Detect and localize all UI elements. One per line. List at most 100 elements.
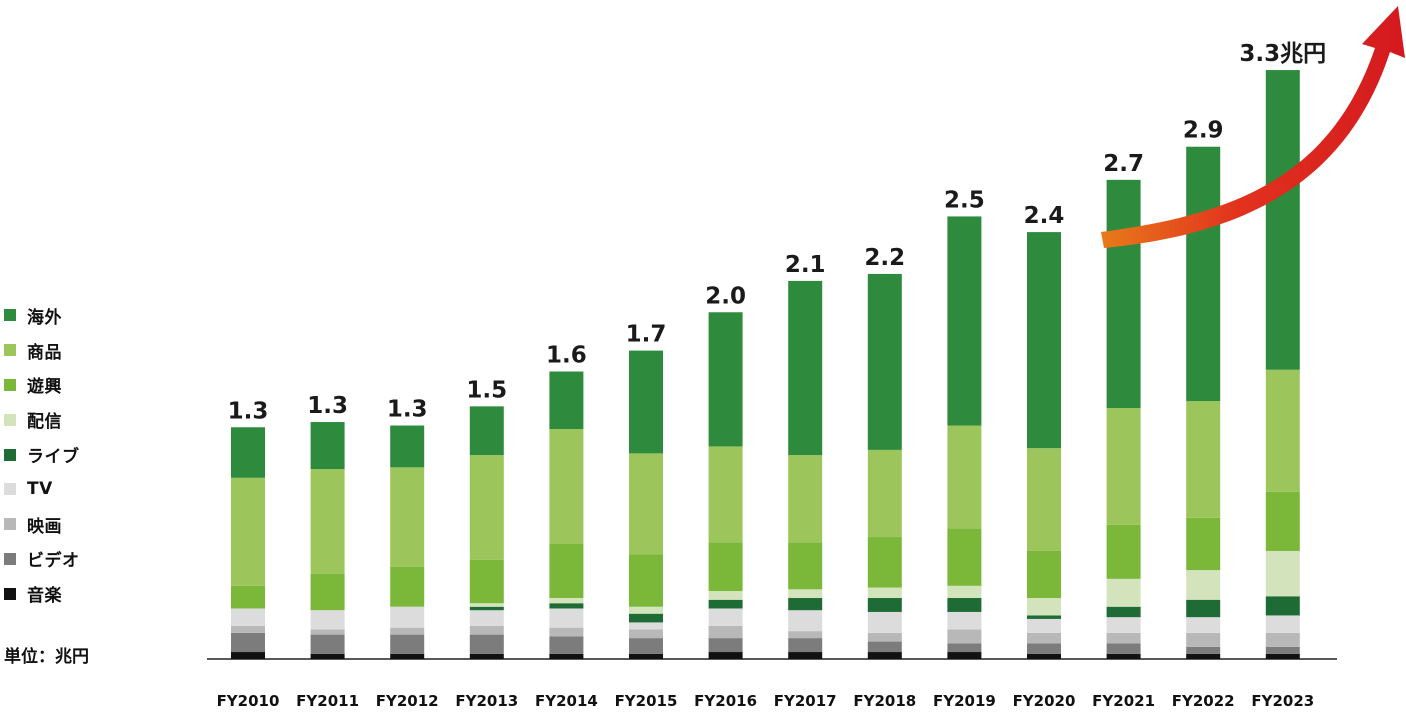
bar-segment xyxy=(867,641,902,653)
bar-segment xyxy=(947,652,982,659)
x-tick-label: FY2013 xyxy=(455,692,518,710)
bar-segment xyxy=(867,598,902,612)
legend-swatch xyxy=(4,518,16,531)
legend-item: 配信 xyxy=(4,402,80,437)
total-label: 1.3 xyxy=(228,398,269,424)
bar-segment xyxy=(549,429,584,544)
bar-segment xyxy=(1027,643,1061,654)
bar-segment xyxy=(788,280,823,456)
bar-segment xyxy=(390,634,425,654)
bar-segment xyxy=(549,627,584,637)
bar-segment xyxy=(947,216,982,426)
bar-segment xyxy=(1265,632,1300,647)
bar-segment xyxy=(1027,232,1061,449)
bar-segment xyxy=(629,653,663,659)
bar-segment xyxy=(629,606,663,614)
total-label: 1.6 xyxy=(546,343,587,369)
bar-segment xyxy=(1186,653,1221,659)
bar-segment xyxy=(867,652,902,659)
x-tick-label: FY2023 xyxy=(1251,692,1314,710)
bar-segment xyxy=(1265,70,1300,370)
bar-segment xyxy=(231,585,265,609)
bar-segment xyxy=(788,598,823,611)
x-tick-label: FY2017 xyxy=(774,692,837,710)
legend-swatch xyxy=(4,587,16,600)
total-label: 2.9 xyxy=(1183,118,1224,144)
total-label: 3.3兆円 xyxy=(1239,41,1326,67)
bar-segment xyxy=(947,425,982,529)
bar-segment xyxy=(1106,606,1141,618)
legend-label: 映画 xyxy=(27,516,62,537)
growth-arrow xyxy=(1101,6,1405,248)
legend-swatch xyxy=(4,378,16,391)
total-label: 2.0 xyxy=(705,283,746,309)
bar-segment xyxy=(469,603,504,607)
bar-segment xyxy=(947,611,982,630)
bar-segment xyxy=(310,634,345,654)
bar-segment xyxy=(231,477,265,586)
x-tick-label: FY2012 xyxy=(376,692,439,710)
bar-segment xyxy=(1265,491,1300,551)
legend-item: 音楽 xyxy=(4,576,80,611)
bar-segment xyxy=(1106,408,1141,525)
x-tick-label: FY2018 xyxy=(853,692,916,710)
legend-label: 海外 xyxy=(27,307,62,328)
legend-item: 海外 xyxy=(4,298,80,333)
bar-segment xyxy=(390,606,425,628)
bar-segment xyxy=(1265,596,1300,616)
bar-segment xyxy=(310,610,345,630)
bar-segment xyxy=(1106,578,1141,607)
bar-segment xyxy=(1265,550,1300,597)
bar-segment xyxy=(1186,570,1221,600)
bar-segment xyxy=(549,636,584,654)
bar-segment xyxy=(1186,617,1221,633)
bar-segment xyxy=(549,544,584,599)
bar-segment xyxy=(947,585,982,599)
bar-segment xyxy=(310,573,345,611)
legend-label: 遊興 xyxy=(27,377,62,398)
bar-segment xyxy=(1106,643,1141,654)
total-label: 1.3 xyxy=(387,397,428,423)
bar-segment xyxy=(469,653,504,659)
x-tick-label: FY2015 xyxy=(615,692,678,710)
legend-swatch xyxy=(4,483,16,496)
bar-segment xyxy=(310,653,345,659)
bar-segment xyxy=(469,455,504,560)
bar-segment xyxy=(1265,615,1300,633)
total-label: 2.5 xyxy=(944,187,985,213)
bar-segment xyxy=(549,603,584,609)
bar-segment xyxy=(390,627,425,635)
bar-segment xyxy=(867,632,902,642)
bar-segment xyxy=(549,653,584,659)
bar-segment xyxy=(1106,179,1141,409)
total-label: 2.1 xyxy=(785,252,826,278)
x-tick-label: FY2014 xyxy=(535,692,598,710)
bar-segment xyxy=(310,469,345,574)
bar-segment xyxy=(1186,632,1221,647)
legend-label: ライブ xyxy=(27,447,80,468)
bar-segment xyxy=(788,631,823,639)
legend-item: 商品 xyxy=(4,333,80,368)
bar-segment xyxy=(1106,632,1141,644)
total-label: 2.2 xyxy=(864,245,905,271)
bar-segment xyxy=(629,638,663,654)
x-tick-label: FY2021 xyxy=(1092,692,1155,710)
bar-segment xyxy=(867,587,902,599)
x-tick-label: FY2011 xyxy=(296,692,359,710)
bar-segment xyxy=(708,591,743,600)
bar-segment xyxy=(1106,524,1141,579)
legend-label: 音楽 xyxy=(27,586,62,607)
x-tick-label: FY2010 xyxy=(217,692,280,710)
bar-segment xyxy=(1106,653,1141,659)
bar-segment xyxy=(788,638,823,653)
x-tick-label: FY2019 xyxy=(933,692,996,710)
bar-segment xyxy=(549,598,584,604)
bar-segment xyxy=(867,537,902,588)
bar-segment xyxy=(629,613,663,623)
bar-segment xyxy=(231,625,265,633)
bar-segment xyxy=(947,643,982,653)
bars-group xyxy=(231,70,1300,659)
legend-item: 映画 xyxy=(4,507,80,542)
bar-segment xyxy=(310,629,345,635)
